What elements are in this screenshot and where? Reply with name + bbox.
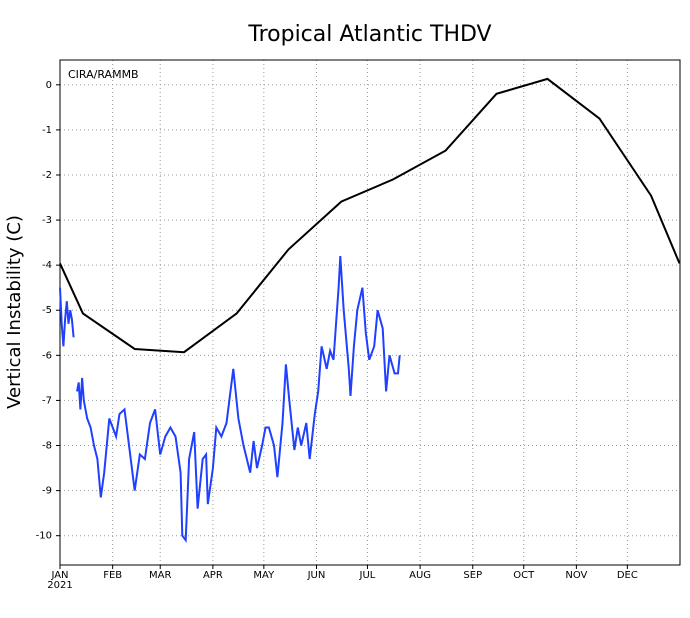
data-line [59,77,681,354]
y-tick-label: 0 [46,80,52,91]
x-axis-year: 2021 [47,580,72,591]
y-tick-label: -4 [42,260,52,271]
data-line [59,256,401,544]
x-tick-label: NOV [565,570,587,581]
x-tick-label: DEC [617,570,638,581]
y-tick-label: -10 [36,531,52,542]
y-tick-label: -8 [42,441,52,452]
x-tick-label: OCT [513,570,535,581]
y-tick-label: -7 [42,395,52,406]
x-tick-label: APR [203,570,223,581]
x-tick-label: JUL [359,570,376,581]
plot-frame [59,59,681,566]
annotation: CIRA/RAMMB [68,68,139,81]
x-tick-label: FEB [103,570,122,581]
chart-title: Tropical Atlantic THDV [247,22,491,47]
y-tick-label: -3 [42,215,52,226]
y-tick-label: -1 [42,125,52,136]
y-tick-label: -6 [42,350,52,361]
x-tick-label: JUN [307,570,326,581]
y-tick-label: -2 [42,170,52,181]
x-tick-label: AUG [409,570,431,581]
x-tick-label: JAN [50,570,68,581]
y-axis-label: Vertical Instability (C) [4,215,25,409]
x-tick-label: MAR [149,570,171,581]
x-tick-label: SEP [463,570,482,581]
y-tick-label: -5 [42,305,52,316]
x-tick-label: MAY [253,570,275,581]
y-tick-label: -9 [42,486,52,497]
